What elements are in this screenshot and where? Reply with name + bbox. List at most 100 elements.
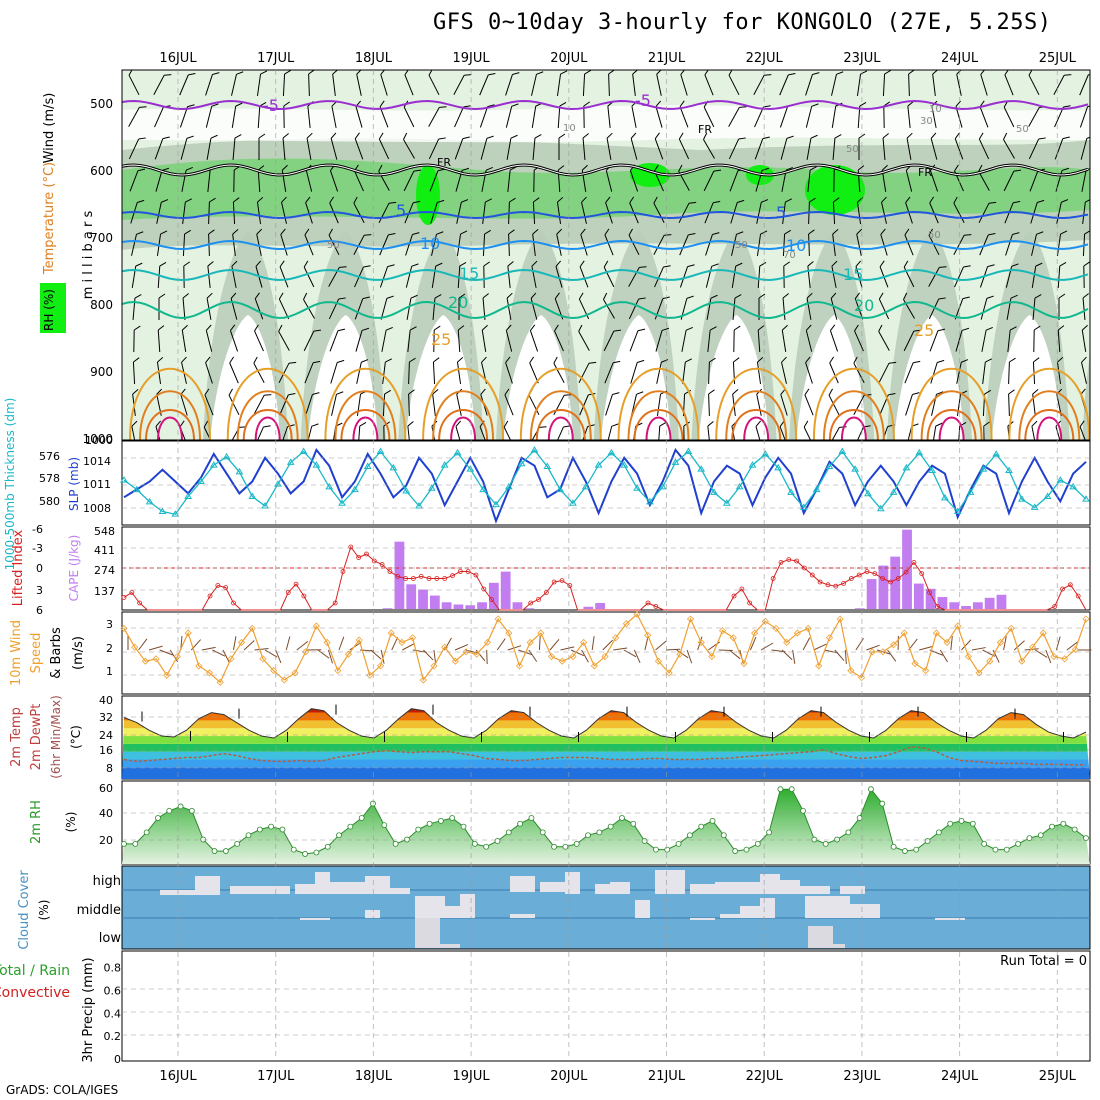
wind-speed-marker	[152, 655, 160, 663]
slp-tick: 1014	[83, 455, 111, 468]
dry-column	[503, 315, 574, 440]
rh-marker	[573, 840, 580, 847]
barb-flag	[961, 327, 970, 331]
barb-flag	[1081, 356, 1087, 363]
barb-staff	[205, 106, 213, 128]
li-marker	[137, 600, 143, 606]
wind-speed-marker	[719, 627, 727, 635]
barb-staff	[207, 170, 211, 192]
wind-barb-10m	[760, 642, 774, 651]
temp-band	[122, 712, 1090, 721]
barb-staff	[331, 106, 337, 128]
barb-flag	[557, 165, 565, 171]
wind-barb	[805, 72, 820, 96]
barb-flag	[1057, 356, 1064, 363]
rh-label: 50	[846, 144, 859, 155]
wind-barb	[979, 233, 996, 256]
li-marker	[794, 558, 800, 564]
wind-barb	[129, 168, 146, 192]
barb-flag	[1060, 230, 1068, 235]
barb-staff	[480, 138, 488, 160]
barb-flag	[305, 196, 311, 203]
cape-bar	[441, 602, 452, 609]
barb-flag	[762, 136, 770, 140]
dry-column	[307, 315, 378, 440]
barb-staff	[1081, 362, 1087, 384]
barb-flag	[655, 100, 662, 107]
cape-tick: 411	[94, 544, 115, 557]
thickness-marker	[120, 476, 128, 483]
cape-bar	[595, 603, 605, 609]
temp-tick: 8	[106, 762, 113, 775]
barb-flag	[161, 167, 170, 171]
wind-barb	[405, 232, 420, 256]
wind-speed-marker	[441, 643, 449, 651]
li-marker	[410, 576, 416, 581]
rh-marker	[981, 840, 988, 847]
barb-flag	[759, 262, 767, 267]
isotherm-label: 5	[396, 201, 406, 220]
barb-flag	[1087, 104, 1090, 108]
barb-flag	[1033, 357, 1040, 363]
barb-flag	[263, 425, 271, 428]
barb-staff	[282, 137, 286, 161]
wind-barb	[679, 233, 696, 256]
wind-barb	[780, 135, 794, 160]
rh-marker	[460, 823, 467, 830]
barb-staff	[856, 202, 862, 224]
barb-staff	[304, 234, 314, 256]
barb-staff	[231, 106, 237, 128]
barb-staff	[1082, 202, 1086, 224]
wind-barb	[655, 327, 670, 352]
rh-label: 50	[327, 240, 340, 251]
cloud-high	[315, 872, 330, 894]
rh-marker	[607, 823, 614, 830]
li-marker	[739, 586, 745, 592]
wind-barb	[805, 356, 813, 384]
wind-barb	[808, 229, 815, 257]
wind-barb	[205, 324, 213, 352]
warm-isotherm	[352, 416, 379, 440]
barb-staff	[206, 138, 212, 160]
wind-barb	[703, 132, 715, 159]
barb-staff	[330, 138, 338, 160]
barb-staff	[704, 74, 714, 96]
upper-air-panel	[122, 70, 1090, 440]
barb-staff	[354, 170, 364, 192]
wind-speed-marker	[740, 659, 748, 668]
rh-marker	[890, 843, 897, 850]
thickness-marker	[581, 482, 590, 490]
wind-barb	[630, 132, 638, 160]
barb-staff	[405, 266, 413, 288]
barb-flag	[403, 132, 408, 140]
barb-flag	[788, 73, 796, 76]
barb-flag	[378, 164, 383, 172]
wind-speed-marker	[430, 662, 438, 670]
barb-flag	[757, 325, 765, 331]
barb-flag	[664, 234, 672, 236]
li-marker	[841, 581, 846, 586]
barb-staff	[205, 74, 213, 96]
rh-marker	[132, 840, 139, 847]
top-day-label: 25JUL	[1039, 51, 1077, 66]
cape-bar	[866, 579, 877, 609]
wind-barb	[328, 228, 340, 256]
barb-flag	[855, 260, 862, 267]
barb-flag	[510, 134, 518, 139]
barb-staff	[153, 75, 165, 95]
thickness-marker	[966, 488, 975, 495]
barb-staff	[632, 74, 636, 96]
barb-flag	[337, 359, 345, 363]
thickness-marker	[825, 462, 834, 469]
thickness-marker	[1069, 482, 1078, 490]
barb-flag	[438, 137, 446, 140]
barb-flag	[254, 324, 259, 332]
wind-barb	[531, 71, 544, 96]
wind-speed-marker	[836, 615, 844, 623]
li-marker	[465, 569, 471, 574]
cape-bar	[949, 602, 960, 609]
barb-staff	[404, 74, 414, 96]
barb-flag	[1037, 199, 1045, 203]
barb-flag	[330, 132, 337, 139]
top-day-label: 20JUL	[550, 51, 588, 66]
